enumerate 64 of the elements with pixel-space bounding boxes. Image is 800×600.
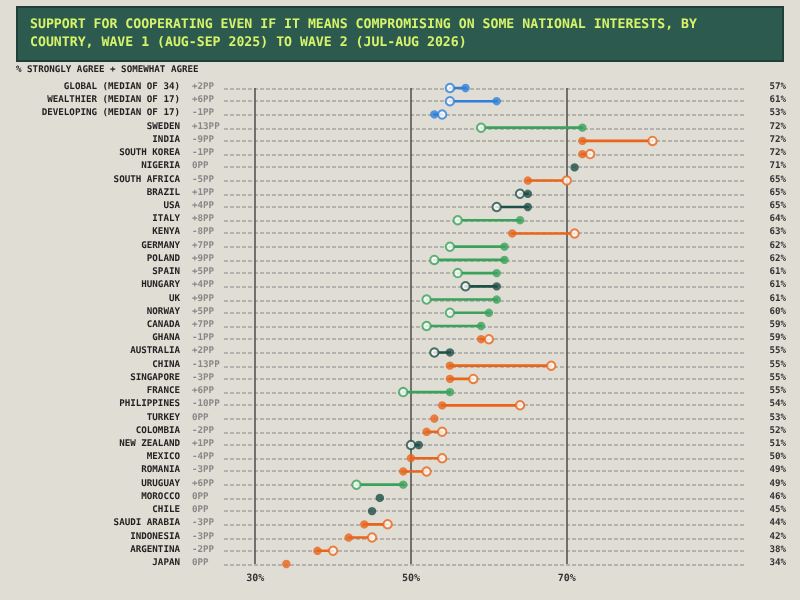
- point: [461, 83, 470, 93]
- point: [367, 506, 377, 516]
- point: [375, 493, 385, 503]
- point: [430, 414, 439, 423]
- point: [429, 254, 440, 266]
- point: [444, 241, 456, 252]
- point: [475, 122, 487, 133]
- point: [561, 175, 573, 186]
- point: [313, 546, 322, 555]
- point: [430, 110, 439, 119]
- point: [366, 532, 378, 543]
- point: [546, 360, 557, 371]
- point: [523, 202, 533, 212]
- point: [452, 267, 463, 279]
- point: [421, 294, 432, 305]
- point: [492, 295, 501, 304]
- point: [421, 466, 432, 477]
- point: [398, 386, 409, 398]
- point: [437, 401, 447, 410]
- point: [421, 320, 432, 332]
- point: [444, 82, 456, 94]
- point: [414, 440, 423, 450]
- point: [327, 545, 339, 556]
- point: [647, 135, 658, 147]
- point: [492, 282, 501, 291]
- point: [445, 348, 455, 357]
- point: [570, 163, 579, 172]
- point: [406, 454, 416, 463]
- point: [578, 149, 587, 159]
- point: [429, 347, 440, 358]
- point: [351, 479, 362, 490]
- point: [523, 176, 533, 185]
- point: [515, 216, 525, 225]
- point: [399, 467, 408, 476]
- point: [360, 520, 369, 529]
- point: [460, 281, 471, 292]
- point: [436, 453, 448, 464]
- point: [476, 335, 486, 344]
- point: [500, 242, 509, 251]
- point: [445, 374, 455, 384]
- point: [468, 373, 479, 385]
- point: [508, 229, 517, 238]
- point: [491, 201, 502, 213]
- point: [569, 228, 580, 239]
- point: [476, 321, 486, 331]
- point: [500, 255, 509, 265]
- point: [445, 387, 455, 397]
- point: [422, 427, 431, 436]
- point: [399, 480, 408, 489]
- point: [578, 123, 587, 132]
- point: [444, 307, 456, 318]
- point: [436, 426, 448, 437]
- point: [344, 533, 353, 542]
- point: [444, 96, 456, 107]
- point: [492, 97, 501, 106]
- point: [578, 136, 587, 146]
- point: [523, 189, 533, 198]
- point: [282, 559, 291, 569]
- point: [492, 268, 501, 278]
- point: [445, 361, 455, 370]
- point: [382, 519, 393, 530]
- point: [484, 308, 494, 317]
- point: [514, 400, 526, 411]
- point: [452, 215, 463, 226]
